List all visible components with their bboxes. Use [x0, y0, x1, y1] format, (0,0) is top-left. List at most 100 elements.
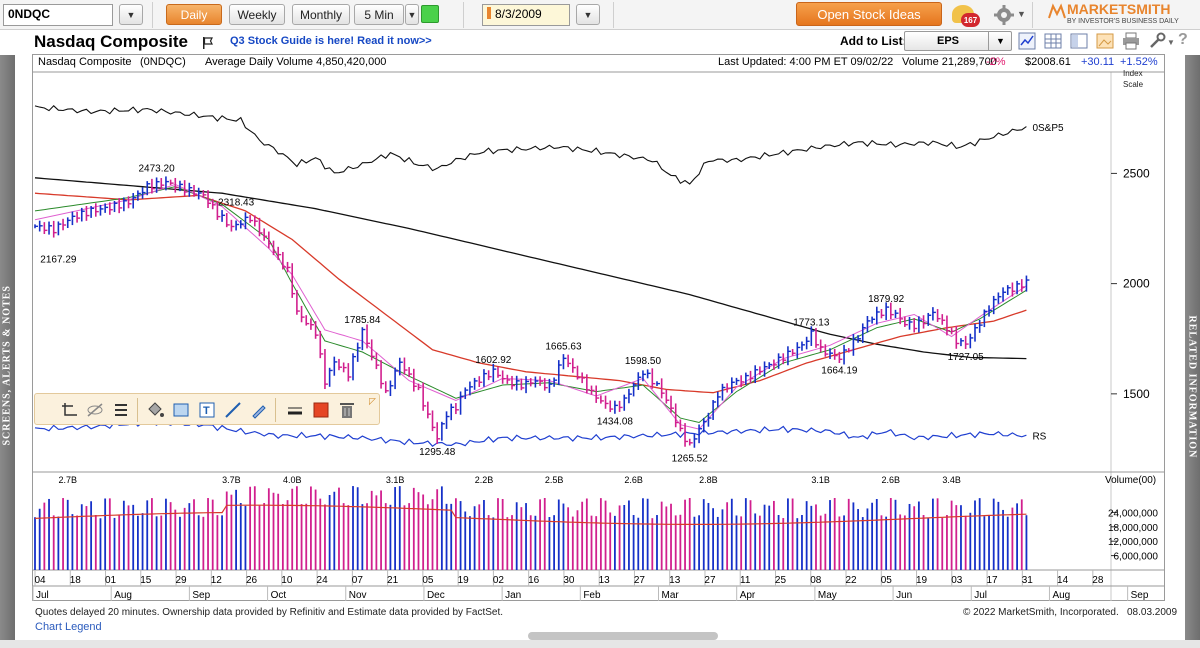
- series-line-50-day-ma: [34, 192, 1027, 394]
- q3-stock-guide-link[interactable]: Q3 Stock Guide is here! Read it now>>: [230, 35, 432, 47]
- footer-quotes-note: Quotes delayed 20 minutes. Ownership dat…: [35, 607, 504, 618]
- x-tick-label: 14: [1057, 575, 1069, 586]
- period-weekly-button[interactable]: Weekly: [229, 4, 285, 25]
- trash-icon[interactable]: [337, 400, 357, 420]
- interval-dropdown-button[interactable]: ▼: [405, 4, 419, 25]
- x-tick-label: 03: [951, 575, 963, 586]
- related-information-tab[interactable]: RELATED INFORMATION: [1185, 55, 1200, 643]
- info-symbol-code: (0NDQC): [140, 56, 186, 68]
- month-label: Mar: [662, 590, 680, 601]
- text-tool-icon[interactable]: T: [197, 400, 217, 420]
- series-line-rs: [34, 419, 1027, 447]
- toolbar-divider: [1032, 2, 1033, 28]
- footer-date: 08.03.2009: [1127, 607, 1178, 618]
- month-label: Jan: [505, 590, 521, 601]
- month-label: Dec: [427, 590, 445, 601]
- toolbar-divider: [152, 2, 153, 28]
- info-symbol-name: Nasdaq Composite: [38, 56, 132, 68]
- x-tick-label: 27: [634, 575, 646, 586]
- month-label: Jul: [974, 590, 987, 601]
- info-volume: Volume 21,289,700: [902, 56, 997, 68]
- horizontal-scrollbar[interactable]: [528, 632, 718, 640]
- symbol-dropdown-button[interactable]: ▼: [119, 4, 143, 25]
- info-change: +30.11: [1081, 56, 1115, 68]
- price-annotation: 2167.29: [40, 255, 77, 266]
- color-picker-icon[interactable]: [311, 400, 331, 420]
- price-axis-label: Scale: [1123, 80, 1144, 89]
- line-end-label: RS: [1032, 432, 1046, 443]
- period-monthly-button[interactable]: Monthly: [292, 4, 350, 25]
- rectangle-tool-icon[interactable]: [171, 400, 191, 420]
- x-tick-label: 11: [740, 575, 751, 586]
- top-toolbar: 0NDQC ▼ Daily Weekly Monthly 5 Min ▼ 8/3…: [0, 0, 1200, 30]
- hide-icon[interactable]: [85, 400, 105, 420]
- price-annotation: 2318.43: [218, 197, 255, 208]
- trendline-tool-icon[interactable]: [223, 400, 243, 420]
- price-axis-label: Index: [1123, 69, 1143, 78]
- x-tick-label: 26: [246, 575, 258, 586]
- price-annotation: 1265.52: [672, 454, 709, 465]
- volume-annotation: 2.5B: [545, 475, 564, 485]
- tools-icon[interactable]: [1148, 32, 1166, 50]
- alerts-bell-icon[interactable]: 167: [952, 2, 980, 28]
- list-icon[interactable]: [111, 400, 131, 420]
- period-daily-button[interactable]: Daily: [166, 4, 222, 25]
- gear-icon[interactable]: [993, 4, 1015, 26]
- crosshair-icon[interactable]: [59, 400, 79, 420]
- volume-annotation: 3.1B: [811, 475, 830, 485]
- fill-bucket-icon[interactable]: [145, 400, 165, 420]
- month-label: Apr: [740, 590, 756, 601]
- screens-alerts-notes-label: SCREENS, ALERTS & NOTES: [1, 285, 13, 446]
- x-tick-label: 22: [845, 575, 857, 586]
- table-icon[interactable]: [1044, 32, 1062, 50]
- price-annotation: 1727.05: [948, 352, 985, 363]
- volume-tick-label: 6,000,000: [1114, 552, 1159, 563]
- line-weight-icon[interactable]: [285, 400, 305, 420]
- settings-dropdown-icon[interactable]: ▼: [1017, 9, 1026, 19]
- x-tick-label: 19: [916, 575, 928, 586]
- volume-tick-label: 18,000,000: [1108, 523, 1158, 534]
- help-icon[interactable]: ?: [1178, 31, 1188, 48]
- print-icon[interactable]: [1122, 32, 1140, 50]
- month-label: Feb: [583, 590, 601, 601]
- chart-legend-link[interactable]: Chart Legend: [35, 621, 102, 633]
- volume-annotation: 2.6B: [624, 475, 643, 485]
- price-annotation: 1664.19: [821, 366, 858, 377]
- chevron-down-icon[interactable]: ▼: [988, 31, 1012, 51]
- add-to-list-select[interactable]: EPS: [904, 31, 1012, 51]
- series-line-0s-p5: [34, 105, 1027, 185]
- price-volume-chart[interactable]: Index Scale 1500 2000 2500 Volume(00) 24,000,0…: [32, 54, 1165, 601]
- open-stock-ideas-button[interactable]: Open Stock Ideas: [796, 2, 942, 26]
- volume-tick-label: 12,000,000: [1108, 537, 1158, 548]
- toolbar-divider: [613, 2, 614, 28]
- x-tick-label: 12: [211, 575, 223, 586]
- calendar-flag-icon: [487, 7, 491, 19]
- flag-icon: [202, 36, 214, 49]
- image-icon[interactable]: [1096, 32, 1114, 50]
- x-tick-label: 19: [458, 575, 470, 586]
- period-5min-button[interactable]: 5 Min: [354, 4, 404, 25]
- price-tick-label: 2000: [1123, 277, 1150, 291]
- tools-dropdown-icon[interactable]: ▼: [1167, 38, 1175, 47]
- screens-alerts-notes-tab[interactable]: SCREENS, ALERTS & NOTES: [0, 55, 15, 643]
- x-tick-label: 31: [1022, 575, 1034, 586]
- x-tick-label: 18: [70, 575, 82, 586]
- date-dropdown-button[interactable]: ▼: [576, 4, 600, 25]
- x-tick-label: 13: [599, 575, 611, 586]
- info-last-updated: Last Updated: 4:00 PM ET 09/02/22: [718, 56, 894, 68]
- layout-icon[interactable]: [1070, 32, 1088, 50]
- add-to-list-value: EPS: [936, 35, 959, 47]
- collapse-icon[interactable]: ◸: [369, 396, 376, 406]
- volume-annotation: 3.1B: [386, 475, 405, 485]
- add-to-list-label: Add to List:: [840, 34, 907, 48]
- x-tick-label: 04: [34, 575, 46, 586]
- price-annotation: 1773.13: [793, 318, 830, 329]
- series-line-200-day-ma: [34, 177, 1027, 360]
- line-chart-icon[interactable]: [1018, 32, 1036, 50]
- date-input[interactable]: 8/3/2009: [482, 4, 570, 26]
- live-status-icon[interactable]: [421, 5, 439, 23]
- pencil-tool-icon[interactable]: [249, 400, 269, 420]
- symbol-input[interactable]: 0NDQC: [3, 4, 113, 26]
- x-tick-label: 01: [105, 575, 117, 586]
